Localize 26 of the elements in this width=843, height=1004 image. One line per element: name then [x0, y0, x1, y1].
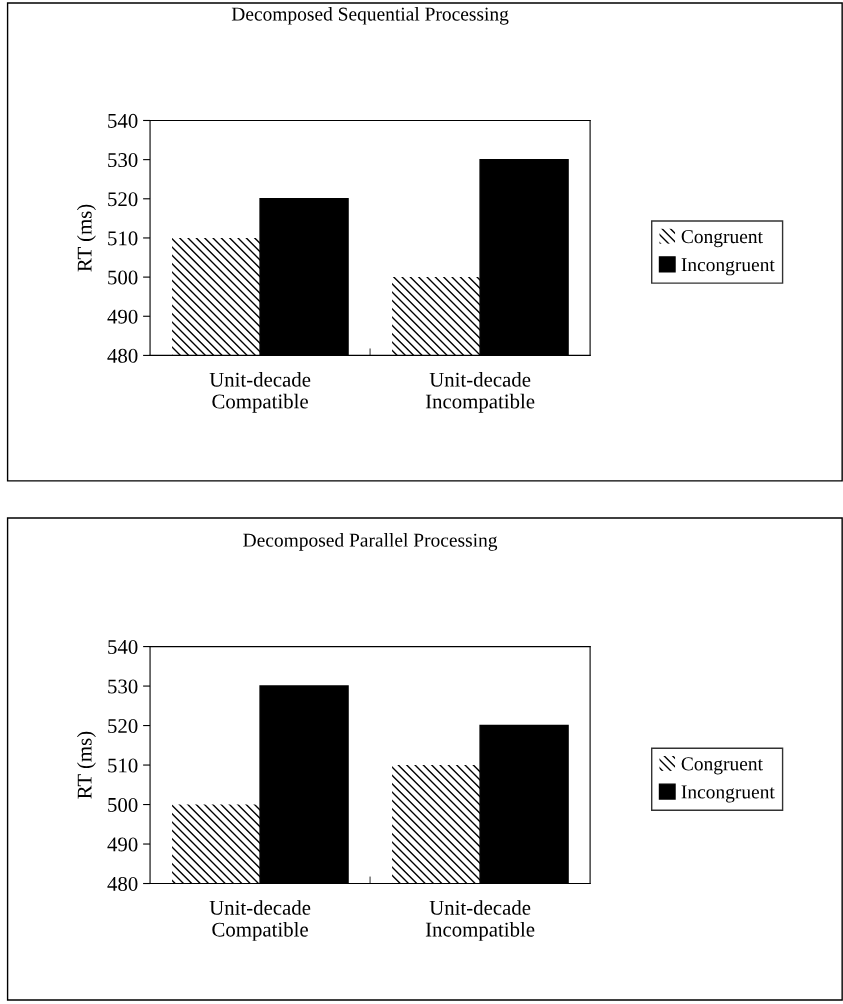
x-tick-label: Unit-decade Compatible [209, 372, 311, 413]
y-tick-label: 480 [107, 876, 138, 891]
y-axis-title: RT (ms) [76, 731, 96, 799]
y-tick-label: 530 [108, 679, 138, 694]
legend-label: Incongruent [681, 785, 775, 803]
y-tick-label: 540 [108, 113, 138, 128]
y-tick-label: 520 [108, 718, 138, 733]
y-tick-label: 520 [108, 192, 138, 207]
y-tick-label: 490 [107, 309, 138, 324]
legend-label: Incongruent [681, 258, 775, 276]
y-tick-label: 530 [108, 153, 138, 168]
chart-title: Decomposed Sequential Processing [231, 6, 509, 25]
x-tick-label: Unit-decade Compatible [209, 900, 311, 941]
y-tick-label: 500 [108, 797, 138, 812]
y-tick-label: 500 [108, 270, 138, 285]
legend-label: Congruent [681, 757, 763, 775]
y-tick-label: 490 [107, 837, 138, 852]
y-tick-label: 540 [108, 639, 138, 655]
legend-label: Congruent [681, 230, 763, 248]
y-axis-title: RT (ms) [76, 204, 96, 272]
y-tick-label: 510 [108, 758, 138, 773]
chart-title: Decomposed Parallel Processing [243, 533, 498, 551]
x-tick-label: Unit-decade Incompatible [425, 372, 535, 413]
y-tick-label: 510 [108, 231, 138, 246]
x-tick-label: Unit-decade Incompatible [425, 900, 535, 941]
y-tick-label: 480 [107, 348, 138, 363]
